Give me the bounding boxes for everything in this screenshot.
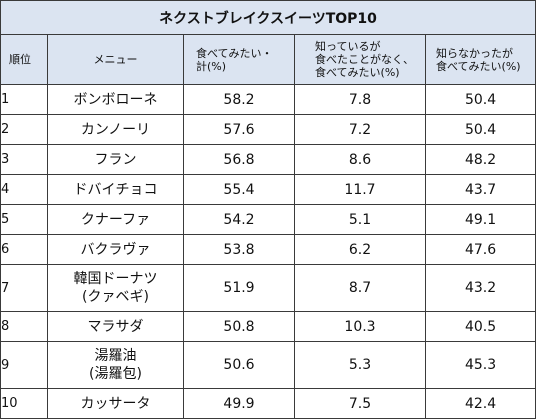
want-total-cell: 54.2: [183, 204, 295, 235]
not-know-cell: 47.6: [424, 234, 536, 265]
menu-name: マラサダ: [87, 318, 144, 335]
know-not-eaten-cell: 7.5: [294, 388, 426, 419]
table-row: 4 ドバイチョコ 55.4 11.7 43.7: [0, 174, 536, 205]
menu-cell: フラン: [47, 144, 184, 175]
want-total-header-line: 計(%): [196, 59, 227, 73]
menu-name: 湯羅油: [94, 348, 137, 364]
know-not-eaten-header-line: 食べたことがなく、: [315, 53, 414, 66]
rank-header: 順位: [0, 34, 48, 85]
rank-cell: 8: [0, 311, 48, 342]
want-total-cell: 51.9: [183, 264, 295, 312]
menu-header: メニュー: [47, 34, 184, 85]
table-row: 8 マラサダ 50.8 10.3 40.5: [0, 311, 536, 342]
not-know-header-line: 食べてみたい(%): [436, 59, 521, 73]
rank-cell: 6: [0, 234, 48, 265]
menu-cell: ドバイチョコ: [47, 174, 184, 205]
menu-cell: クナーファ: [47, 204, 184, 235]
not-know-cell: 48.2: [424, 144, 536, 175]
menu-name: ボンボローネ: [73, 91, 158, 108]
menu-cell: ボンボローネ: [47, 84, 184, 115]
know-not-eaten-cell: 10.3: [294, 311, 426, 342]
menu-cell: 湯羅油 (湯羅包): [47, 341, 184, 389]
header-row: 順位 メニュー 食べてみたい・ 計(%) 知っているが 食べたことがなく、 食べ…: [0, 34, 536, 85]
know-not-eaten-header: 知っているが 食べたことがなく、 食べてみたい(%): [294, 34, 426, 85]
rank-cell: 2: [0, 114, 48, 145]
know-not-eaten-cell: 11.7: [294, 174, 426, 205]
want-total-cell: 56.8: [183, 144, 295, 175]
not-know-cell: 45.3: [424, 341, 536, 389]
not-know-header-line: 知らなかったが: [436, 46, 513, 60]
menu-name: ドバイチョコ: [73, 181, 158, 198]
not-know-cell: 49.1: [424, 204, 536, 235]
know-not-eaten-cell: 7.8: [294, 84, 426, 115]
want-total-cell: 55.4: [183, 174, 295, 205]
rank-cell: 3: [0, 144, 48, 175]
want-total-cell: 58.2: [183, 84, 295, 115]
menu-name: クナーファ: [80, 211, 151, 228]
menu-name: 韓国ドーナツ: [73, 271, 158, 287]
not-know-cell: 43.7: [424, 174, 536, 205]
rank-cell: 9: [0, 341, 48, 389]
rank-cell: 5: [0, 204, 48, 235]
table-row: 3 フラン 56.8 8.6 48.2: [0, 144, 536, 175]
know-not-eaten-header-line: 食べてみたい(%): [315, 66, 400, 79]
want-total-cell: 53.8: [183, 234, 295, 265]
not-know-cell: 50.4: [424, 84, 536, 115]
menu-name: フラン: [94, 151, 137, 168]
menu-name: カンノーリ: [80, 121, 151, 138]
rank-cell: 7: [0, 264, 48, 312]
know-not-eaten-cell: 8.6: [294, 144, 426, 175]
table-row: 1 ボンボローネ 58.2 7.8 50.4: [0, 84, 536, 115]
menu-cell: カッサータ: [47, 388, 184, 419]
table-row: 6 バクラヴァ 53.8 6.2 47.6: [0, 234, 536, 265]
rank-cell: 10: [0, 388, 48, 419]
menu-name-sub: (クァベギ): [82, 289, 149, 305]
not-know-cell: 43.2: [424, 264, 536, 312]
want-total-cell: 49.9: [183, 388, 295, 419]
know-not-eaten-cell: 6.2: [294, 234, 426, 265]
table-row: 2 カンノーリ 57.6 7.2 50.4: [0, 114, 536, 145]
want-total-header: 食べてみたい・ 計(%): [183, 34, 295, 85]
table-row: 10 カッサータ 49.9 7.5 42.4: [0, 388, 536, 419]
not-know-header: 知らなかったが 食べてみたい(%): [424, 34, 536, 85]
not-know-cell: 40.5: [424, 311, 536, 342]
menu-cell: カンノーリ: [47, 114, 184, 145]
know-not-eaten-cell: 8.7: [294, 264, 426, 312]
title-row: ネクストブレイクスイーツTOP10: [0, 0, 536, 35]
menu-name: カッサータ: [80, 395, 151, 412]
want-total-cell: 50.8: [183, 311, 295, 342]
want-total-cell: 57.6: [183, 114, 295, 145]
want-total-cell: 50.6: [183, 341, 295, 389]
rank-cell: 1: [0, 84, 48, 115]
know-not-eaten-cell: 5.1: [294, 204, 426, 235]
menu-cell: バクラヴァ: [47, 234, 184, 265]
table-title: ネクストブレイクスイーツTOP10: [0, 0, 536, 35]
menu-cell: 韓国ドーナツ (クァベギ): [47, 264, 184, 312]
table-row: 7 韓国ドーナツ (クァベギ) 51.9 8.7 43.2: [0, 264, 536, 312]
table-row: 5 クナーファ 54.2 5.1 49.1: [0, 204, 536, 235]
menu-cell: マラサダ: [47, 311, 184, 342]
not-know-cell: 42.4: [424, 388, 536, 419]
want-total-header-line: 食べてみたい・: [196, 46, 273, 60]
table-row: 9 湯羅油 (湯羅包) 50.6 5.3 45.3: [0, 341, 536, 389]
menu-name-sub: (湯羅包): [89, 366, 142, 382]
know-not-eaten-cell: 7.2: [294, 114, 426, 145]
menu-name: バクラヴァ: [80, 241, 151, 258]
rank-cell: 4: [0, 174, 48, 205]
know-not-eaten-cell: 5.3: [294, 341, 426, 389]
not-know-cell: 50.4: [424, 114, 536, 145]
know-not-eaten-header-line: 知っているが: [315, 40, 381, 53]
